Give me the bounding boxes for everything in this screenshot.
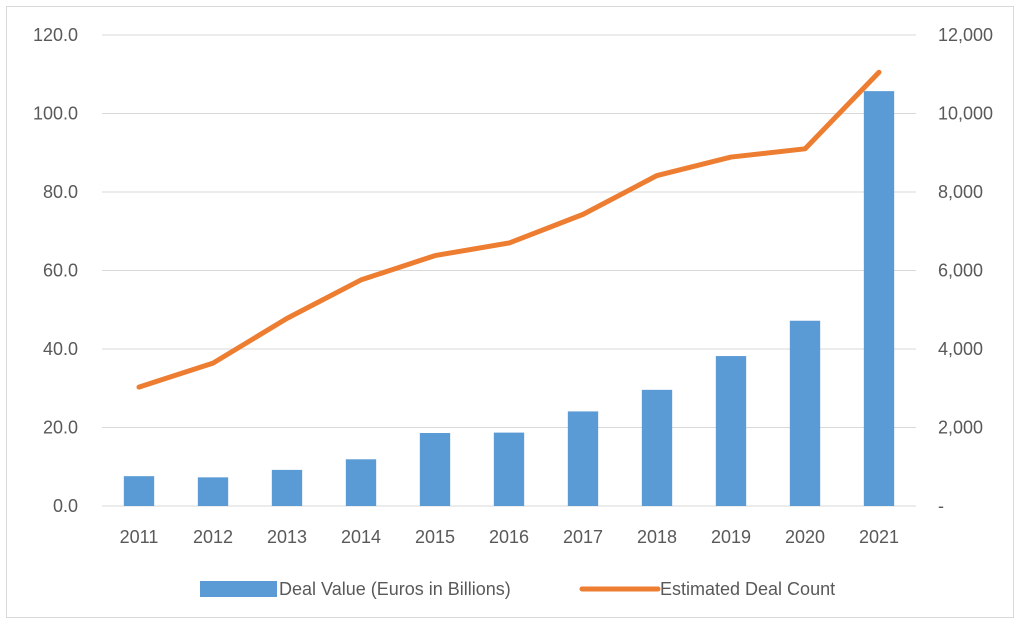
legend-label-deal-value: Deal Value (Euros in Billions) <box>279 579 511 599</box>
y-right-tick-label: 2,000 <box>938 418 983 438</box>
y-left-tick-label: 80.0 <box>43 182 78 202</box>
x-tick-label: 2020 <box>785 527 825 547</box>
bar <box>493 432 525 506</box>
x-tick-label: 2013 <box>267 527 307 547</box>
y-left-tick-label: 0.0 <box>53 496 78 516</box>
bar <box>123 476 155 506</box>
y-right-tick-label: - <box>938 496 944 516</box>
bar <box>197 477 229 506</box>
bar <box>419 432 451 506</box>
y-right-tick-label: 6,000 <box>938 261 983 281</box>
y-left-tick-label: 40.0 <box>43 339 78 359</box>
bar <box>567 411 599 506</box>
y-left-tick-label: 60.0 <box>43 261 78 281</box>
legend-label-deal-count: Estimated Deal Count <box>660 579 835 599</box>
y-right-tick-label: 12,000 <box>938 25 993 45</box>
y-right-tick-label: 10,000 <box>938 104 993 124</box>
x-tick-label: 2016 <box>489 527 529 547</box>
x-tick-label: 2014 <box>341 527 381 547</box>
y-left-tick-label: 100.0 <box>33 104 78 124</box>
y-left-tick-label: 120.0 <box>33 25 78 45</box>
y-right-tick-label: 8,000 <box>938 182 983 202</box>
x-tick-label: 2011 <box>120 527 159 547</box>
x-tick-label: 2017 <box>563 527 603 547</box>
x-tick-label: 2012 <box>193 527 233 547</box>
legend-swatch-bar <box>200 581 277 597</box>
bar <box>789 320 821 506</box>
bar <box>863 91 895 506</box>
y-right-tick-label: 4,000 <box>938 339 983 359</box>
bar <box>271 469 303 506</box>
y-left-tick-label: 20.0 <box>43 418 78 438</box>
x-tick-label: 2018 <box>637 527 677 547</box>
x-tick-label: 2015 <box>415 527 455 547</box>
bar <box>641 389 673 506</box>
bar <box>715 356 747 506</box>
x-tick-label: 2019 <box>711 527 751 547</box>
line-series-estimated-deal-count <box>136 69 882 390</box>
bar <box>345 459 377 506</box>
x-tick-label: 2021 <box>859 527 899 547</box>
